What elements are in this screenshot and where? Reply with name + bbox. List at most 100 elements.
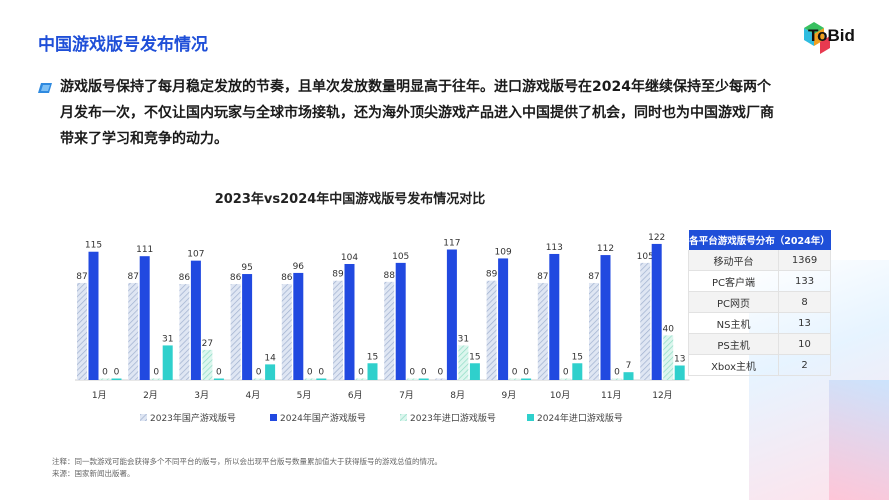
bar-s1-11月	[600, 255, 611, 380]
chart-title: 2023年vs2024年中国游戏版号发布情况对比	[214, 192, 486, 207]
data-label: 86	[230, 273, 242, 283]
bar-s2-9月	[509, 378, 520, 380]
platform-count: 2	[778, 354, 831, 376]
data-label: 0	[153, 368, 159, 378]
data-label: 0	[421, 368, 427, 378]
data-label: 0	[307, 368, 313, 378]
bar-s2-3月	[202, 349, 213, 380]
legend-label: 2023年进口游戏版号	[410, 412, 496, 424]
bar-s0-3月	[179, 284, 190, 380]
bar-s2-7月	[407, 378, 418, 380]
legend-label: 2024年国产游戏版号	[280, 412, 366, 424]
data-label: 107	[187, 250, 204, 260]
brand-name: ToBid	[808, 26, 855, 45]
bar-s1-6月	[344, 264, 355, 380]
legend-swatch	[527, 414, 534, 421]
bar-s1-10月	[549, 253, 560, 380]
data-label: 87	[127, 272, 138, 282]
bar-s1-3月	[190, 260, 201, 380]
bar-s2-8月	[458, 345, 469, 380]
legend-swatch	[270, 414, 277, 421]
bar-s0-12月	[640, 262, 651, 380]
bar-s0-4月	[230, 284, 241, 380]
bar-s0-9月	[486, 280, 497, 380]
intro-paragraph: 游戏版号保持了每月稳定发放的节奏，且单次发放数量明显高于往年。进口游戏版号在20…	[60, 79, 774, 147]
data-label: 31	[458, 334, 469, 344]
bar-s0-11月	[589, 282, 599, 380]
data-label: 0	[512, 368, 518, 378]
platform-count: 10	[778, 333, 831, 355]
bar-s3-1月	[111, 378, 122, 380]
legend-label: 2024年进口游戏版号	[537, 412, 623, 424]
data-label: 0	[438, 368, 444, 378]
x-tick-label: 2月	[143, 390, 158, 401]
bar-s2-10月	[560, 378, 571, 380]
data-label: 15	[469, 352, 480, 362]
data-label: 89	[332, 270, 344, 280]
bar-s1-1月	[88, 251, 99, 380]
platform-name: NS主机	[687, 312, 780, 334]
platform-row: PC网页 8	[687, 291, 831, 313]
platform-count: 8	[778, 291, 831, 313]
bar-s1-2月	[139, 256, 150, 380]
platform-table: 各平台游戏版号分布（2024年） 移动平台 1369 PC客户端 133 PC网页 8 NS…	[687, 230, 831, 376]
corner-decoration-inner	[829, 380, 889, 500]
platform-row: PC客户端 133	[687, 270, 831, 292]
data-label: 112	[597, 244, 614, 254]
data-label: 13	[674, 355, 685, 365]
bar-s2-11月	[612, 378, 622, 380]
data-label: 0	[563, 368, 569, 378]
platform-count: 133	[778, 270, 831, 292]
legend-swatch	[400, 414, 407, 421]
platform-name: 移动平台	[687, 250, 780, 271]
x-tick-label: 12月	[652, 390, 672, 401]
platform-row: PS主机 10	[687, 333, 831, 355]
bar-s0-2月	[128, 282, 139, 380]
platform-row: Xbox主机 2	[687, 354, 831, 376]
bar-s2-12月	[663, 335, 674, 380]
x-tick-label: 9月	[501, 390, 516, 401]
data-label: 86	[281, 273, 293, 283]
legend-swatch	[140, 414, 147, 421]
data-label: 105	[392, 252, 409, 262]
x-tick-label: 4月	[245, 390, 260, 401]
data-label: 0	[614, 368, 620, 378]
data-label: 115	[85, 241, 102, 251]
data-label: 88	[383, 271, 395, 281]
data-label: 0	[114, 368, 120, 378]
data-label: 7	[626, 361, 632, 371]
x-tick-label: 1月	[92, 390, 107, 401]
x-tick-label: 11月	[601, 390, 621, 401]
data-label: 14	[264, 353, 276, 363]
data-label: 87	[588, 272, 599, 282]
page-title: 中国游戏版号发布情况	[38, 35, 208, 55]
bar-s0-5月	[281, 284, 292, 380]
bar-s1-7月	[395, 262, 406, 380]
bar-s1-5月	[293, 272, 304, 380]
x-tick-label: 3月	[194, 390, 209, 401]
data-label: 0	[216, 368, 222, 378]
bar-s1-12月	[651, 243, 662, 380]
data-label: 0	[318, 368, 324, 378]
x-tick-label: 10月	[550, 390, 570, 401]
platform-name: Xbox主机	[687, 354, 780, 376]
data-label: 122	[648, 233, 665, 243]
platform-name: PC客户端	[687, 270, 780, 292]
platform-table-title: 各平台游戏版号分布（2024年）	[688, 230, 831, 250]
source-note: 来源：国家新闻出版署。	[52, 469, 135, 478]
platform-count: 1369	[778, 250, 831, 271]
data-label: 96	[293, 262, 305, 272]
data-label: 86	[179, 273, 191, 283]
data-label: 89	[486, 270, 498, 280]
bar-s2-1月	[100, 378, 110, 380]
data-label: 104	[341, 253, 358, 263]
footnote: 注释：同一款游戏可能会获得多个不同平台的版号，所以会出现平台版号数量累加值大于获…	[52, 457, 442, 466]
data-label: 0	[523, 368, 529, 378]
bar-s2-4月	[253, 378, 264, 380]
data-label: 15	[572, 352, 583, 362]
platform-row: 移动平台 1369	[687, 250, 831, 271]
bullet-icon	[38, 83, 52, 93]
bar-s3-6月	[367, 363, 378, 380]
data-label: 40	[662, 324, 674, 334]
